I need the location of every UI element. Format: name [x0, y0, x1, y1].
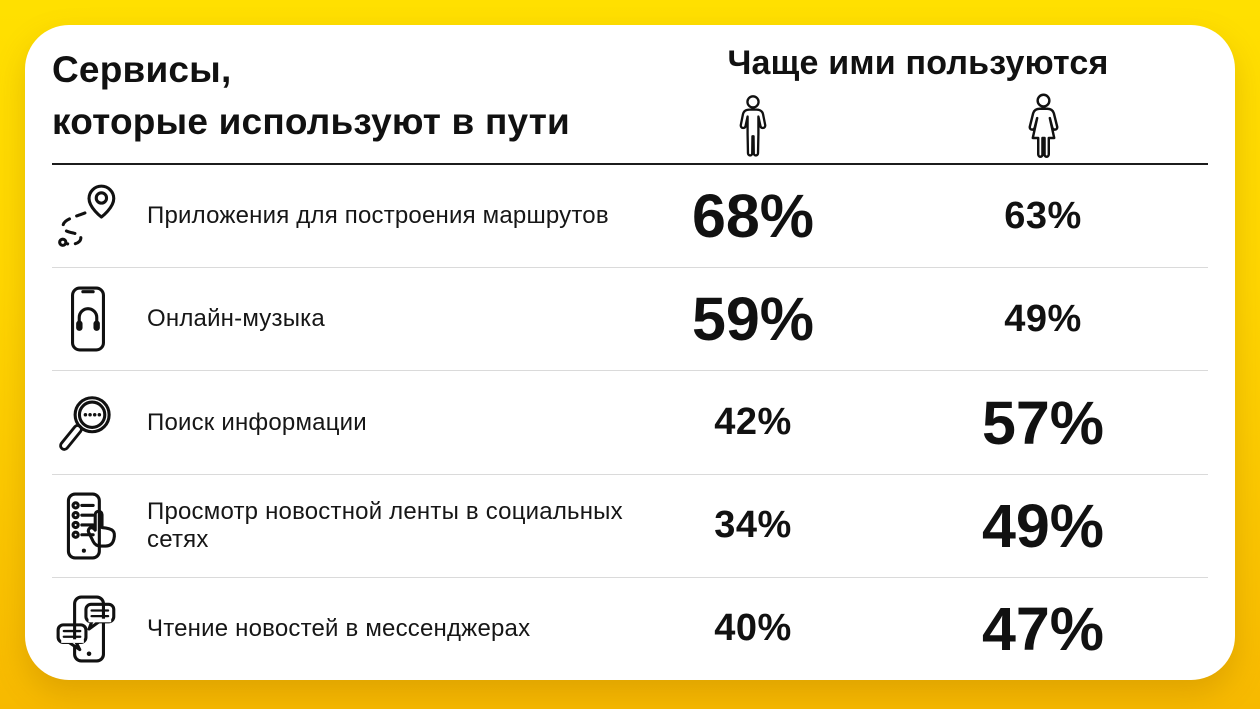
- services-table: Приложения для построения маршрутов 68% …: [52, 165, 1208, 680]
- male-value: 68%: [691, 182, 815, 251]
- messenger-icon: [54, 595, 122, 663]
- service-label: Чтение новостей в мессенджерах: [147, 614, 531, 642]
- male-value: 59%: [691, 285, 815, 354]
- male-column-header: [628, 83, 878, 163]
- title-line-2: которые используют в пути: [52, 100, 570, 142]
- service-cell: Просмотр новостной ленты в социальных се…: [52, 492, 628, 560]
- service-label: Поиск информации: [147, 408, 367, 436]
- music-phone-icon: [54, 285, 122, 353]
- man-icon: [736, 91, 770, 163]
- service-cell: Приложения для построения маршрутов: [52, 182, 628, 250]
- search-icon: [54, 389, 122, 457]
- service-label: Онлайн-музыка: [147, 305, 325, 333]
- social-feed-icon: [54, 492, 122, 560]
- service-label: Просмотр новостной ленты в социальных се…: [147, 497, 623, 553]
- table-row: Приложения для построения маршрутов 68% …: [52, 165, 1208, 269]
- male-value: 42%: [714, 401, 792, 443]
- female-value: 57%: [981, 388, 1105, 457]
- male-value: 40%: [714, 607, 792, 650]
- service-cell: Онлайн-музыка: [52, 285, 628, 353]
- female-value: 49%: [981, 491, 1105, 560]
- infographic-card: Сервисы, которые используют в пути Чаще …: [25, 25, 1235, 680]
- header-rule: [52, 163, 1208, 165]
- title-line-1: Сервисы,: [52, 49, 232, 90]
- female-column-header: [878, 83, 1208, 163]
- table-row: Чтение новостей в мессенджерах 40% 47%: [52, 578, 1208, 680]
- female-value: 63%: [1004, 194, 1082, 237]
- female-value: 47%: [981, 594, 1105, 663]
- service-cell: Поиск информации: [52, 389, 628, 457]
- female-value: 49%: [1004, 297, 1082, 340]
- service-cell: Чтение новостей в мессенджерах: [52, 595, 628, 663]
- page-title: Сервисы, которые используют в пути: [52, 44, 628, 163]
- service-label: Приложения для построения маршрутов: [147, 202, 609, 230]
- table-row: Поиск информации 42% 57%: [52, 371, 1208, 475]
- usage-heading: Чаще ими пользуются: [727, 44, 1109, 82]
- table-row: Просмотр новостной ленты в социальных се…: [52, 475, 1208, 578]
- header: Сервисы, которые используют в пути Чаще …: [52, 25, 1208, 163]
- route-icon: [54, 182, 122, 250]
- table-row: Онлайн-музыка 59% 49%: [52, 268, 1208, 372]
- male-value: 34%: [714, 504, 792, 547]
- woman-icon: [1024, 91, 1063, 163]
